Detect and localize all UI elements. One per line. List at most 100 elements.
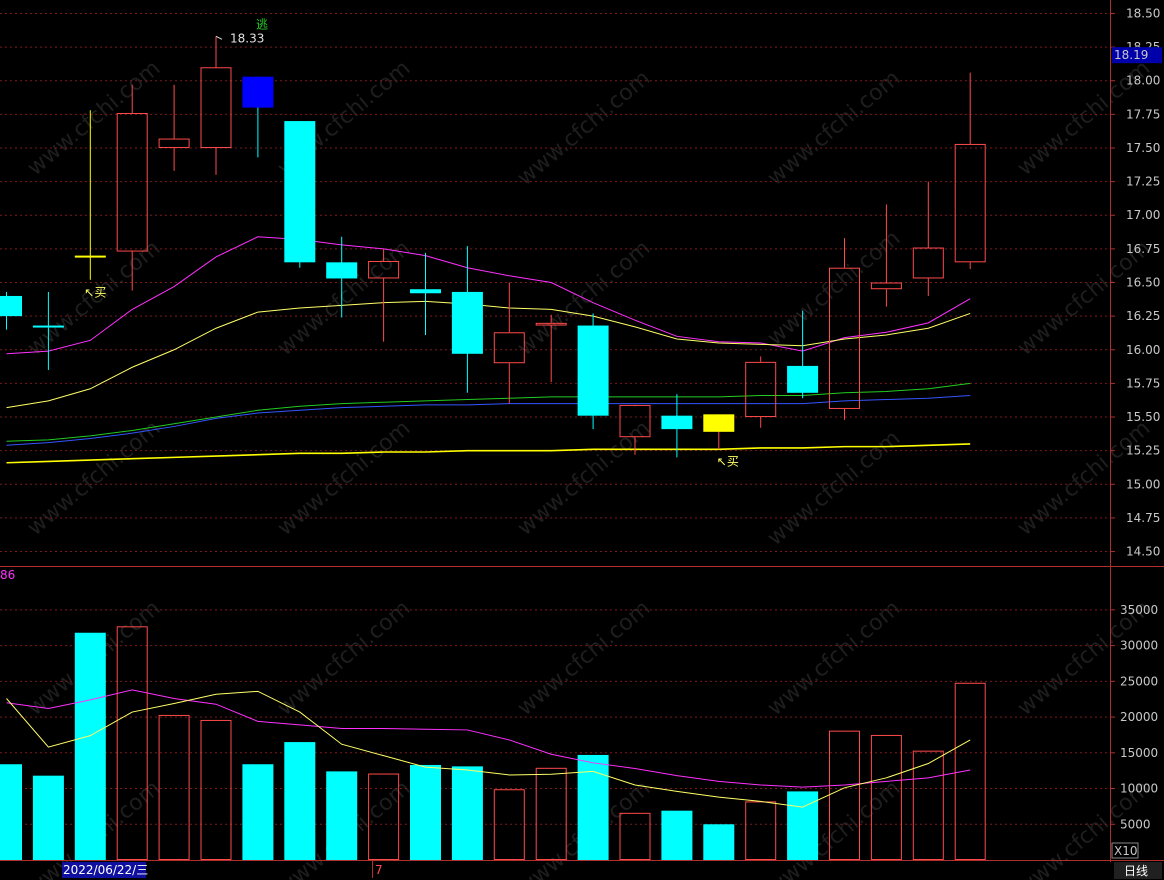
price-tick-label: 17.25 xyxy=(1126,175,1160,189)
candle-body xyxy=(703,414,735,432)
buy-signal-label-1: ↖买 xyxy=(84,286,106,300)
volume-bar xyxy=(954,682,986,861)
candle-body xyxy=(787,365,819,393)
volume-bar xyxy=(535,767,567,860)
period-label: 日线 xyxy=(1124,864,1148,878)
price-ma-line xyxy=(6,236,971,355)
candle-body xyxy=(368,260,400,279)
watermark-text: www.cfchi.com xyxy=(273,596,415,721)
candle-body xyxy=(493,332,525,364)
volume-bar xyxy=(284,742,316,860)
watermark-text: www.cfchi.com xyxy=(763,66,905,191)
candle-body xyxy=(451,291,483,354)
volume-bar xyxy=(242,764,274,860)
price-tick-label: 15.00 xyxy=(1126,477,1160,491)
candle-body xyxy=(74,255,106,258)
watermark-text: www.cfchi.com xyxy=(23,416,165,541)
watermark-text: www.cfchi.com xyxy=(763,596,905,721)
watermark-text: www.cfchi.com xyxy=(273,416,415,541)
current-price-badge-text: 18.19 xyxy=(1114,48,1148,62)
price-tick-label: 18.50 xyxy=(1126,6,1160,20)
candle-body xyxy=(326,262,358,279)
price-tick-label: 16.50 xyxy=(1126,276,1160,290)
candle-body xyxy=(284,121,316,263)
peak-price-label: 18.33 xyxy=(230,31,264,45)
volume-bar xyxy=(870,734,902,860)
volume-bar xyxy=(619,812,651,861)
watermark-text: www.cfchi.com xyxy=(763,426,905,551)
month-mark-label: 7 xyxy=(375,863,383,877)
volume-ma-line xyxy=(6,689,971,788)
period-box xyxy=(1114,862,1162,879)
date-cursor-label: 2022/06/22/三 xyxy=(63,863,148,877)
sell-signal-label: 逃 xyxy=(256,17,268,31)
watermark-text: www.cfchi.com xyxy=(23,56,165,181)
volume-bar xyxy=(0,764,22,860)
watermark-text: www.cfchi.com xyxy=(513,66,655,191)
candle-body xyxy=(116,113,148,252)
candle-body xyxy=(32,325,64,328)
candle-body xyxy=(0,295,22,317)
price-tick-label: 15.25 xyxy=(1126,444,1160,458)
volume-tick-label: 20000 xyxy=(1120,710,1158,724)
candle-body xyxy=(661,415,693,430)
annotations: 18.33逃 ↖买 ↖买 18.19 86 2022/06/22/三 7 X10 日线 xyxy=(0,17,1162,879)
candle-body xyxy=(745,361,777,418)
candle-body xyxy=(158,138,190,148)
watermark-text: www.cfchi.com xyxy=(513,596,655,721)
volume-bar xyxy=(745,801,777,861)
price-tick-label: 14.75 xyxy=(1126,511,1160,525)
candles xyxy=(0,36,986,458)
volume-bar xyxy=(451,766,483,860)
candle-body xyxy=(829,267,860,409)
watermark-text: www.cfchi.com xyxy=(763,776,905,880)
volume-ma-line xyxy=(6,690,971,808)
candle-body xyxy=(912,247,944,279)
price-tick-label: 14.50 xyxy=(1126,545,1160,559)
volume-bar xyxy=(116,626,148,860)
price-tick-label: 18.00 xyxy=(1126,74,1160,88)
peak-arrow-icon xyxy=(215,35,223,40)
candle-body xyxy=(577,325,609,416)
volume-bar xyxy=(493,789,525,860)
candle-body xyxy=(870,282,902,290)
volume-bar xyxy=(368,773,400,861)
current-price-badge xyxy=(1112,47,1162,64)
volume-bar xyxy=(32,775,64,860)
candle-body xyxy=(954,143,986,263)
volume-bar xyxy=(410,764,441,860)
price-tick-label: 15.75 xyxy=(1126,376,1160,390)
price-tick-label: 15.50 xyxy=(1126,410,1160,424)
volume-tick-label: 15000 xyxy=(1120,746,1158,760)
price-tick-label: 17.75 xyxy=(1126,107,1160,121)
volume-tick-label: 5000 xyxy=(1120,817,1151,831)
candle-body xyxy=(410,289,441,294)
price-tick-label: 17.00 xyxy=(1126,208,1160,222)
price-tick-label: 16.00 xyxy=(1126,343,1160,357)
candle-body xyxy=(242,76,274,108)
candle-body xyxy=(200,67,232,148)
volume-bar xyxy=(703,824,735,860)
volume-bar xyxy=(829,730,860,861)
price-tick-label: 16.75 xyxy=(1126,242,1160,256)
volume-bar xyxy=(200,719,232,860)
unit-box xyxy=(1111,842,1139,859)
volume-bar xyxy=(326,771,358,860)
volume-value-label: 86 xyxy=(0,568,15,582)
volume-bar xyxy=(74,632,106,860)
volume-bar xyxy=(158,714,190,860)
volume-ma-lines xyxy=(6,689,971,808)
buy-signal-label-2: ↖买 xyxy=(717,454,739,468)
volume-tick-label: 30000 xyxy=(1120,639,1158,653)
candle-body xyxy=(535,322,567,326)
volume-tick-label: 10000 xyxy=(1120,782,1158,796)
date-cursor-box xyxy=(62,862,146,878)
price-ma-line xyxy=(6,300,971,409)
volume-tick-label: 35000 xyxy=(1120,603,1158,617)
volume-bar xyxy=(577,754,609,860)
volume-bar xyxy=(912,750,944,860)
price-ma-line xyxy=(6,443,971,464)
price-ma-line xyxy=(6,395,971,446)
